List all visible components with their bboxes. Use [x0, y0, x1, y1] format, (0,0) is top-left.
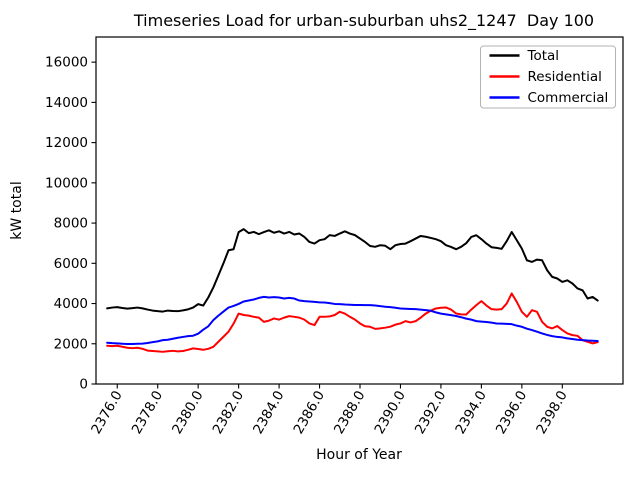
y-tick-label: 12000: [45, 135, 88, 151]
y-tick-label: 16000: [45, 55, 88, 71]
legend-label-total: Total: [527, 48, 560, 64]
y-tick-label: 14000: [45, 95, 88, 111]
y-tick-label: 10000: [45, 175, 88, 191]
y-tick-label: 8000: [54, 216, 88, 232]
legend-label-commercial: Commercial: [528, 90, 609, 106]
y-tick-label: 0: [79, 377, 88, 393]
y-tick-label: 2000: [54, 336, 88, 352]
x-axis-label: Hour of Year: [316, 447, 402, 463]
series-line-commercial: [106, 295, 599, 345]
y-tick-label: 4000: [54, 296, 88, 312]
legend-box: [480, 45, 616, 109]
series-line-residential: [106, 292, 599, 353]
y-tick-label: 6000: [54, 256, 88, 272]
legend-label-residential: Residential: [528, 69, 602, 85]
y-axis-label: kW total: [9, 181, 25, 239]
chart-title: Timeseries Load for urban-suburban uhs2_…: [133, 11, 594, 31]
series-line-total: [106, 228, 599, 313]
axes-frame: [95, 36, 624, 385]
